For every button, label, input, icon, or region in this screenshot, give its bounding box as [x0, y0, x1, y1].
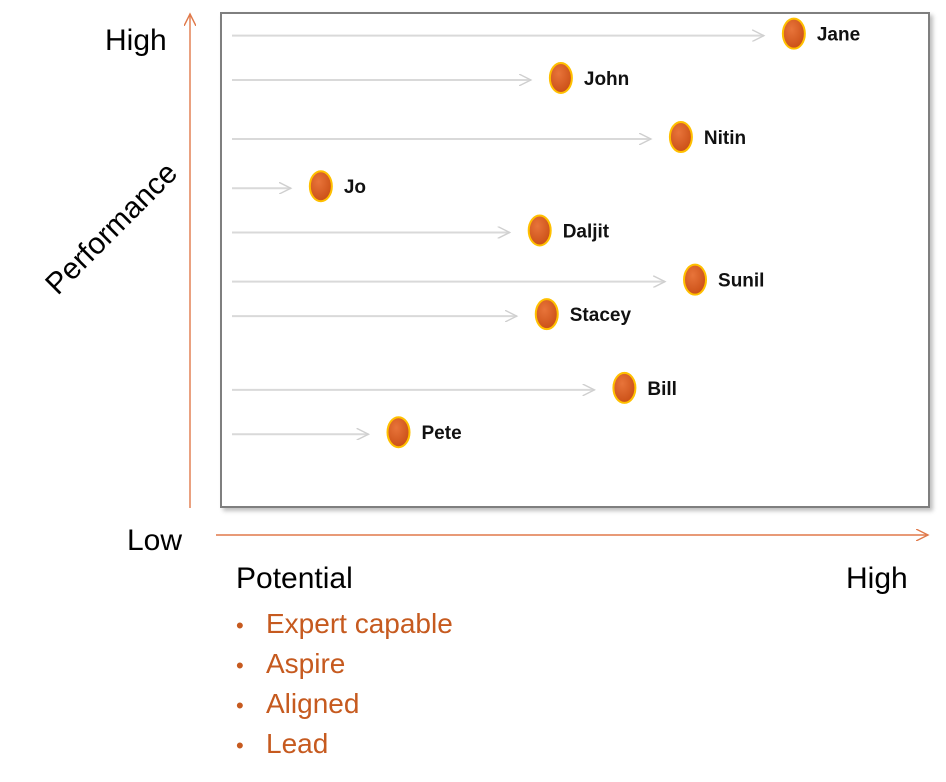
list-item: • Expert capable — [236, 604, 453, 644]
person-label: Stacey — [570, 305, 632, 326]
person-dot — [683, 263, 708, 296]
person-label: John — [584, 69, 629, 90]
plot-area — [220, 12, 930, 508]
person-dot — [527, 214, 552, 247]
person-dot — [781, 17, 806, 50]
list-item-label: Aligned — [266, 688, 360, 719]
list-item-label: Expert capable — [266, 608, 453, 639]
y-axis-high-label: High — [105, 24, 167, 57]
data-point-stacey: Stacey — [232, 298, 632, 331]
bullet-icon: • — [236, 693, 244, 718]
person-dot — [308, 170, 333, 203]
person-label: Bill — [647, 379, 677, 400]
person-dot — [534, 298, 559, 331]
x-axis-low-label: Low — [127, 524, 183, 557]
bullet-icon: • — [236, 653, 244, 678]
person-label: Daljit — [563, 221, 610, 242]
person-label: Sunil — [718, 271, 764, 292]
points-layer: Jane John Nitin Jo Daljit Sunil Stacey Bill Pete — [232, 17, 860, 449]
list-item: • Aligned — [236, 684, 453, 724]
list-item-label: Lead — [266, 728, 329, 759]
data-point-pete: Pete — [232, 416, 462, 449]
data-point-bill: Bill — [232, 371, 677, 404]
data-point-daljit: Daljit — [232, 214, 610, 247]
bullet-icon: • — [236, 613, 244, 638]
person-dot — [386, 416, 411, 449]
potential-levels-list: • Expert capable • Aspire • Aligned • Lead — [236, 604, 453, 764]
person-label: Pete — [422, 423, 462, 444]
data-point-jo: Jo — [232, 170, 366, 203]
person-dot — [612, 371, 637, 404]
data-point-john: John — [232, 61, 629, 94]
bullet-icon: • — [236, 733, 244, 758]
list-item: • Aspire — [236, 644, 453, 684]
person-dot — [548, 61, 573, 94]
person-dot — [668, 121, 693, 153]
list-item-label: Aspire — [266, 648, 346, 679]
data-point-sunil: Sunil — [232, 263, 764, 296]
list-item: • Lead — [236, 724, 453, 764]
person-label: Jo — [344, 177, 366, 198]
data-point-jane: Jane — [232, 17, 860, 50]
person-label: Nitin — [704, 128, 746, 149]
data-point-nitin: Nitin — [232, 121, 746, 153]
x-axis-title: Potential — [236, 562, 353, 595]
x-axis-high-label: High — [846, 562, 908, 595]
person-label: Jane — [817, 25, 860, 46]
